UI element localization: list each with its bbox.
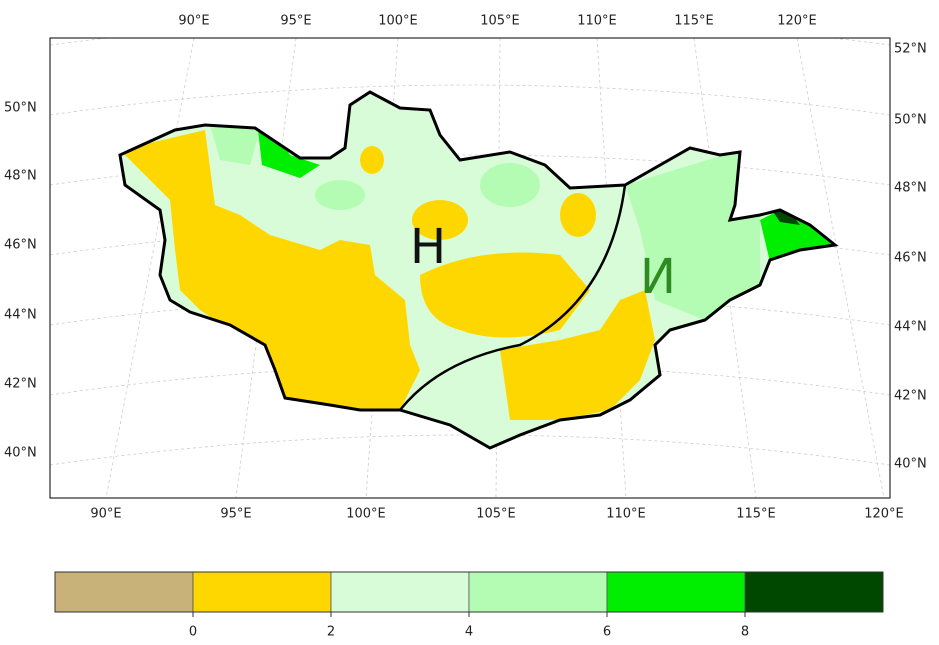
lat-label: 48°N: [4, 169, 37, 184]
colorbar-tick-label: 4: [465, 625, 473, 640]
map-frame: [49, 37, 891, 499]
lon-label: 100°E: [346, 507, 386, 522]
lon-label: 115°E: [674, 14, 714, 29]
lat-label: 42°N: [4, 377, 37, 392]
zone-divider: [399, 184, 627, 411]
lon-label: 110°E: [606, 507, 646, 522]
colorbar-tick-label: 8: [741, 625, 749, 640]
lon-label: 120°E: [864, 507, 904, 522]
colorbar-swatch: [192, 571, 332, 613]
colorbar-swatch: [468, 571, 608, 613]
lon-label: 120°E: [777, 14, 817, 29]
colorbar-tick-label: 6: [603, 625, 611, 640]
lat-label: 50°N: [4, 101, 37, 116]
lat-label: 52°N: [894, 42, 927, 57]
lat-label: 40°N: [894, 457, 927, 472]
lon-label: 95°E: [220, 507, 251, 522]
lon-label: 90°E: [90, 507, 121, 522]
lon-label: 115°E: [736, 507, 776, 522]
lat-label: 40°N: [4, 446, 37, 461]
lat-label: 44°N: [4, 308, 37, 323]
lon-label: 105°E: [476, 507, 516, 522]
country-fill: [120, 92, 835, 448]
zone-label: И: [640, 249, 676, 305]
zone-label: Н: [410, 219, 446, 275]
lon-label: 105°E: [480, 14, 520, 29]
lon-label: 110°E: [577, 14, 617, 29]
lat-label: 46°N: [894, 251, 927, 266]
lat-label: 48°N: [894, 181, 927, 196]
colorbar-swatch: [330, 571, 470, 613]
lat-label: 44°N: [894, 320, 927, 335]
lat-label: 42°N: [894, 389, 927, 404]
colorbar-swatch: [744, 571, 884, 613]
colorbar-swatch: [606, 571, 746, 613]
colorbar-tick-label: 2: [327, 625, 335, 640]
lon-label: 95°E: [280, 14, 311, 29]
lat-label: 46°N: [4, 238, 37, 253]
colorbar-swatch: [54, 571, 194, 613]
colorbar-tick-label: 0: [189, 625, 197, 640]
lon-label: 90°E: [178, 14, 209, 29]
lat-label: 50°N: [894, 113, 927, 128]
lon-label: 100°E: [378, 14, 418, 29]
